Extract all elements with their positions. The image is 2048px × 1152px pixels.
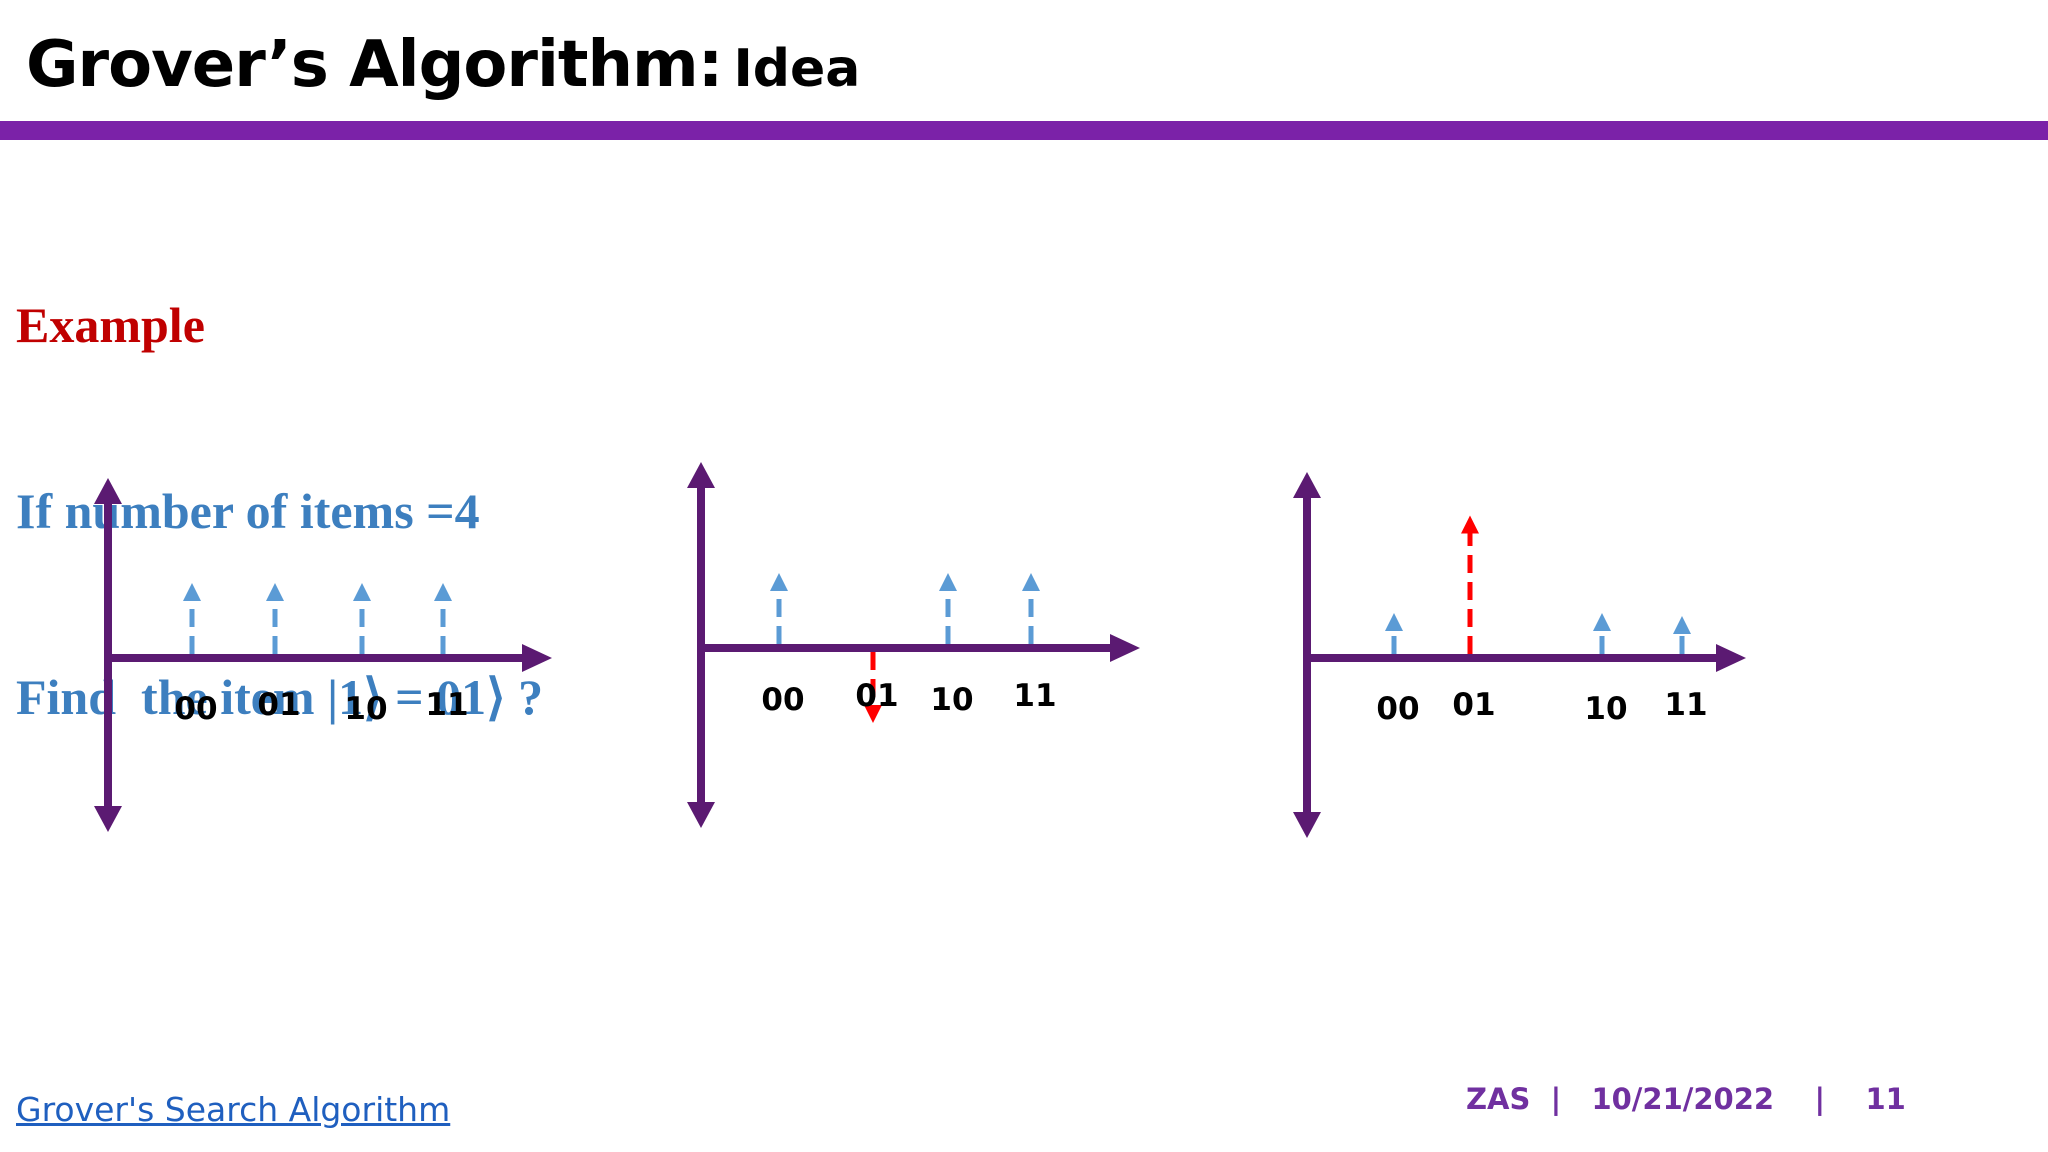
- amplitude-arrowhead-11: [1673, 616, 1691, 634]
- slide-title: Grover’s Algorithm: Idea: [26, 28, 860, 102]
- amplitude-arrowhead-00: [183, 583, 201, 601]
- basis-label-10: 10: [344, 691, 387, 727]
- amplitude-arrowhead-00: [770, 573, 788, 591]
- amplitude-arrowhead-11: [434, 583, 452, 601]
- amplitude-arrowhead-01: [1461, 515, 1479, 534]
- basis-label-11: 11: [1013, 678, 1056, 714]
- basis-label-11: 11: [1664, 687, 1707, 723]
- amplitude-arrowhead-01: [864, 705, 882, 723]
- vertical-axis-top-arrowhead: [1293, 472, 1321, 498]
- slide-title-main: Grover’s Algorithm:: [26, 28, 723, 102]
- amplitude-arrowhead-10: [939, 573, 957, 591]
- title-divider-bar: [0, 121, 2048, 140]
- basis-label-00: 00: [1376, 691, 1419, 727]
- footer-date: 10/21/2022: [1591, 1082, 1775, 1116]
- basis-label-01: 01: [855, 678, 898, 714]
- amplitude-arrowhead-10: [353, 583, 371, 601]
- horizontal-axis-arrowhead: [522, 644, 552, 672]
- basis-label-10: 10: [930, 682, 973, 718]
- example-search-target: Find the item |1⟩ = 01⟩ ?: [16, 669, 544, 725]
- amplitude-arrowhead-11: [1022, 573, 1040, 591]
- vertical-axis-bottom-arrowhead: [1293, 812, 1321, 838]
- basis-label-01: 01: [257, 687, 300, 723]
- footer-separator-2: |: [1814, 1082, 1826, 1116]
- example-text-block: Example If number of items =4 Find the i…: [16, 170, 543, 790]
- example-items-count: If number of items =4: [16, 483, 480, 539]
- footer-page-number: 11: [1865, 1082, 1906, 1116]
- vertical-axis-bottom-arrowhead: [94, 806, 122, 832]
- footer-link-grovers-search[interactable]: Grover's Search Algorithm: [16, 1090, 451, 1129]
- horizontal-axis-arrowhead: [1716, 644, 1746, 672]
- horizontal-axis-arrowhead: [1110, 634, 1140, 662]
- basis-label-00: 00: [761, 682, 804, 718]
- basis-label-10: 10: [1584, 691, 1627, 727]
- slide-title-sub: Idea: [733, 39, 861, 99]
- amplitude-arrowhead-00: [1385, 613, 1403, 631]
- vertical-axis-top-arrowhead: [94, 478, 122, 504]
- example-heading: Example: [16, 297, 205, 353]
- footer-author: ZAS: [1466, 1082, 1531, 1116]
- basis-label-11: 11: [425, 687, 468, 723]
- amplitude-arrowhead-01: [266, 583, 284, 601]
- vertical-axis-bottom-arrowhead: [687, 802, 715, 828]
- vertical-axis-top-arrowhead: [687, 462, 715, 488]
- footer-separator-1: |: [1550, 1082, 1562, 1116]
- amplitude-arrowhead-10: [1593, 613, 1611, 631]
- basis-label-00: 00: [174, 691, 217, 727]
- footer-info: ZAS | 10/21/2022 | 11: [1466, 1082, 1906, 1118]
- basis-label-01: 01: [1452, 687, 1495, 723]
